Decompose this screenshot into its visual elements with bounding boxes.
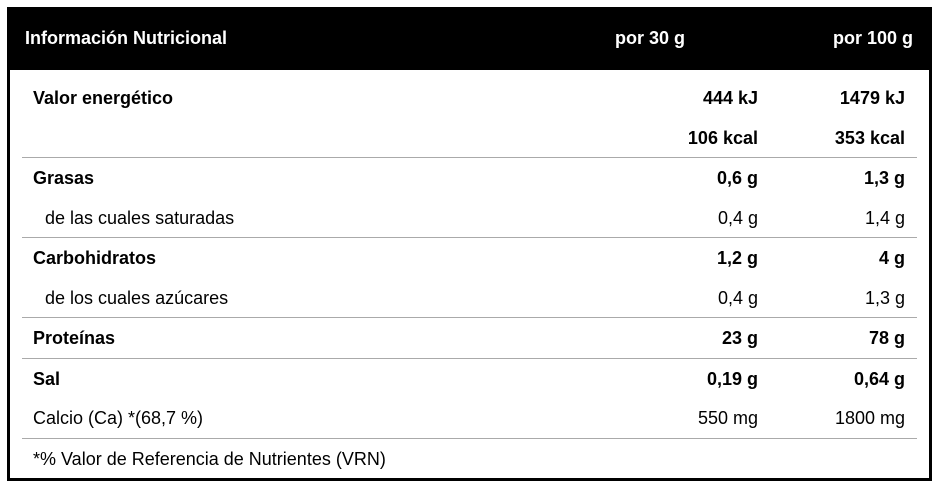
row-label: Carbohidratos (33, 248, 157, 268)
value-per-30g: 0,4 g (717, 207, 758, 228)
row-label: Grasas (33, 168, 95, 188)
column-header-per-100g: por 100 g (832, 28, 913, 48)
table-row-protein: Proteínas 23 g 78 g (22, 318, 917, 359)
table-row-saturated-fat: de las cuales saturadas 0,4 g 1,4 g (22, 198, 917, 238)
value-per-100g: 4 g (878, 248, 905, 268)
value-per-30g: 0,4 g (717, 287, 758, 308)
table-row-salt: Sal 0,19 g 0,64 g (22, 359, 917, 399)
table-row-fat: Grasas 0,6 g 1,3 g (22, 158, 917, 198)
nutrition-table (7, 7, 932, 481)
row-label: Proteínas (33, 328, 116, 348)
row-label: Valor energético (33, 88, 174, 108)
value-per-30g: 23 g (721, 328, 758, 348)
value-per-100g: 1,4 g (864, 207, 905, 228)
table-body: Valor energético 444 kJ 1479 kJ 106 kcal… (22, 78, 917, 478)
value-per-100g: 1479 kJ (839, 88, 905, 108)
table-row-calcium: Calcio (Ca) *(68,7 %) 550 mg 1800 mg (22, 398, 917, 439)
value-per-30g: 550 mg (697, 408, 758, 428)
value-per-100g: 1,3 g (864, 287, 905, 308)
value-per-30g: 444 kJ (702, 88, 758, 108)
row-label: de las cuales saturadas (45, 207, 235, 228)
table-row-sugars: de los cuales azúcares 0,4 g 1,3 g (22, 278, 917, 318)
row-label: Sal (33, 368, 61, 389)
value-per-100g: 353 kcal (834, 127, 905, 148)
table-footnote-row: *% Valor de Referencia de Nutrientes (VR… (22, 439, 917, 479)
value-per-100g: 0,64 g (853, 368, 905, 389)
column-header-per-30g: por 30 g (614, 28, 685, 48)
value-per-100g: 1800 mg (834, 408, 905, 428)
table-title: Información Nutricional (25, 28, 228, 48)
footnote: *% Valor de Referencia de Nutrientes (VR… (33, 448, 386, 469)
table-row-energy-kj: Valor energético 444 kJ 1479 kJ (22, 78, 917, 118)
value-per-100g: 1,3 g (863, 168, 905, 188)
value-per-30g: 0,6 g (716, 168, 758, 188)
value-per-30g: 106 kcal (687, 127, 758, 148)
table-header: Información Nutricional por 30 g por 100… (7, 7, 932, 70)
value-per-100g: 78 g (868, 328, 905, 348)
table-row-carbohydrates: Carbohidratos 1,2 g 4 g (22, 238, 917, 278)
row-label: Calcio (Ca) *(68,7 %) (33, 408, 204, 428)
table-row-energy-kcal: 106 kcal 353 kcal (22, 118, 917, 158)
value-per-30g: 0,19 g (706, 368, 758, 389)
row-label: de los cuales azúcares (45, 287, 229, 308)
value-per-30g: 1,2 g (716, 248, 758, 268)
